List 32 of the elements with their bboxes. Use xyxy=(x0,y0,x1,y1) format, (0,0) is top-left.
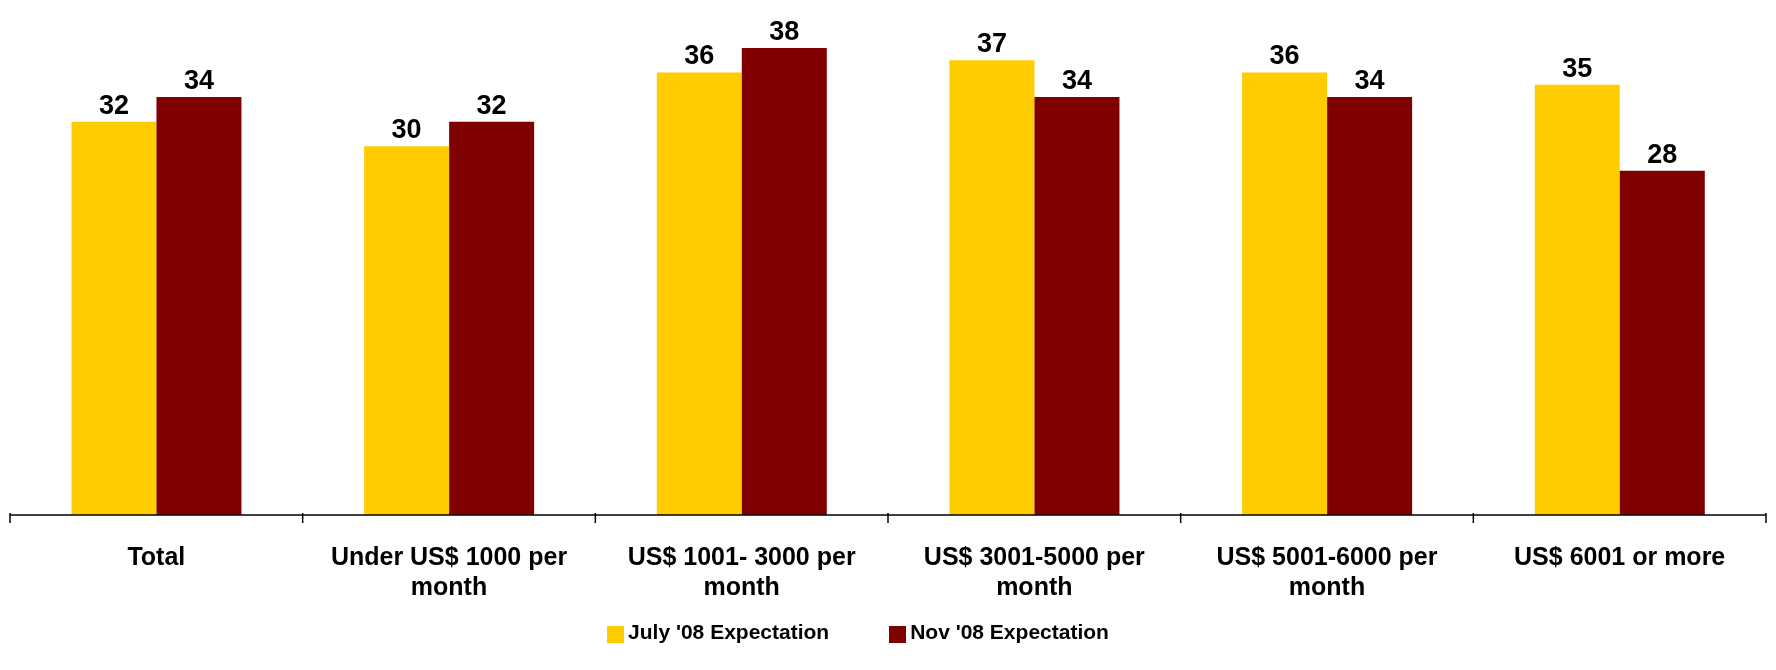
data-label: 34 xyxy=(183,65,214,96)
data-label: 34 xyxy=(1061,65,1092,96)
x-tick-label: Total xyxy=(127,542,186,570)
data-label: 38 xyxy=(769,15,800,46)
x-tick-label: US$ 6001 or more xyxy=(1514,542,1726,570)
data-label: 35 xyxy=(1562,52,1593,83)
bar xyxy=(156,97,242,515)
bar xyxy=(71,121,157,515)
bar xyxy=(656,72,742,515)
data-label: 32 xyxy=(476,89,507,120)
bar xyxy=(1242,72,1328,515)
x-tick-label: Under US$ 1000 per month xyxy=(330,542,568,600)
data-label: 36 xyxy=(684,40,715,71)
legend-label: Nov '08 Expectation xyxy=(910,620,1109,643)
data-label: 34 xyxy=(1354,65,1385,96)
bar xyxy=(364,146,450,515)
bar xyxy=(1034,97,1120,515)
bar xyxy=(1327,97,1413,515)
legend-label: July '08 Expectation xyxy=(628,620,830,643)
bar xyxy=(1619,170,1705,515)
bar xyxy=(741,47,827,515)
x-tick-label: US$ 5001-6000 per month xyxy=(1216,542,1438,600)
bar xyxy=(949,60,1035,515)
bar xyxy=(449,121,535,515)
bar xyxy=(1534,84,1620,515)
x-tick-label: US$ 3001-5000 per month xyxy=(923,542,1146,600)
data-label: 37 xyxy=(976,28,1007,59)
data-label: 36 xyxy=(1269,40,1300,71)
data-label: 32 xyxy=(98,89,129,120)
data-label: 28 xyxy=(1647,138,1678,169)
data-label: 30 xyxy=(391,114,422,145)
x-tick-label: US$ 1001- 3000 per month xyxy=(627,542,856,600)
